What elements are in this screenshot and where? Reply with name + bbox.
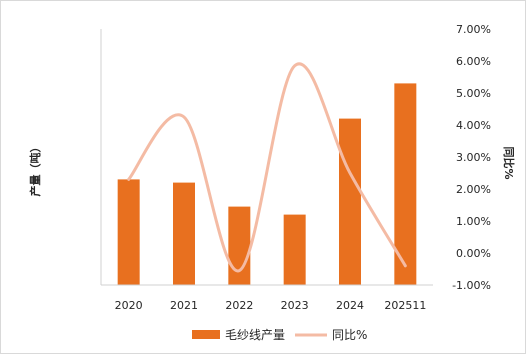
bar-202511: [394, 83, 417, 286]
right-tick-label: 1.00%: [456, 215, 491, 228]
right-tick-label: 5.00%: [456, 87, 491, 100]
left-axis-title: 产量（吨）: [28, 142, 42, 197]
bar-2020: [117, 179, 140, 285]
x-tick-label: 2021: [170, 299, 198, 312]
bar-2024: [339, 118, 361, 285]
legend-line-label: 同比%: [332, 328, 367, 342]
x-tick-label: 2022: [225, 299, 253, 312]
right-tick-labels: -1.00% 0.00% 1.00% 2.00% 3.00% 4.00% 5.00% 6.00…: [452, 23, 491, 292]
right-tick-label: 6.00%: [456, 55, 491, 68]
right-axis-title: 同比%: [502, 146, 516, 179]
x-tick-labels: 2020 2021 2022 2023 2024 202511: [115, 299, 427, 312]
bar-2021: [173, 182, 195, 285]
right-tick-label: 0.00%: [456, 247, 491, 260]
legend: 毛纱线产量 同比%: [192, 328, 367, 342]
legend-bar-label: 毛纱线产量: [225, 328, 285, 342]
right-tick-label: 7.00%: [456, 23, 491, 36]
legend-bar-swatch: [192, 330, 220, 339]
right-tick-label: 4.00%: [456, 119, 491, 132]
right-tick-label: -1.00%: [452, 279, 491, 292]
x-tick-label: 2020: [115, 299, 143, 312]
x-tick-label: 2024: [336, 299, 364, 312]
x-tick-label: 202511: [384, 299, 426, 312]
right-tick-label: 2.00%: [456, 183, 491, 196]
line-series: [127, 62, 407, 273]
bar-2022: [228, 206, 251, 285]
bar-2023: [283, 214, 306, 285]
right-tick-label: 3.00%: [456, 151, 491, 164]
bar-series: [117, 83, 417, 286]
x-tick-label: 2023: [281, 299, 309, 312]
